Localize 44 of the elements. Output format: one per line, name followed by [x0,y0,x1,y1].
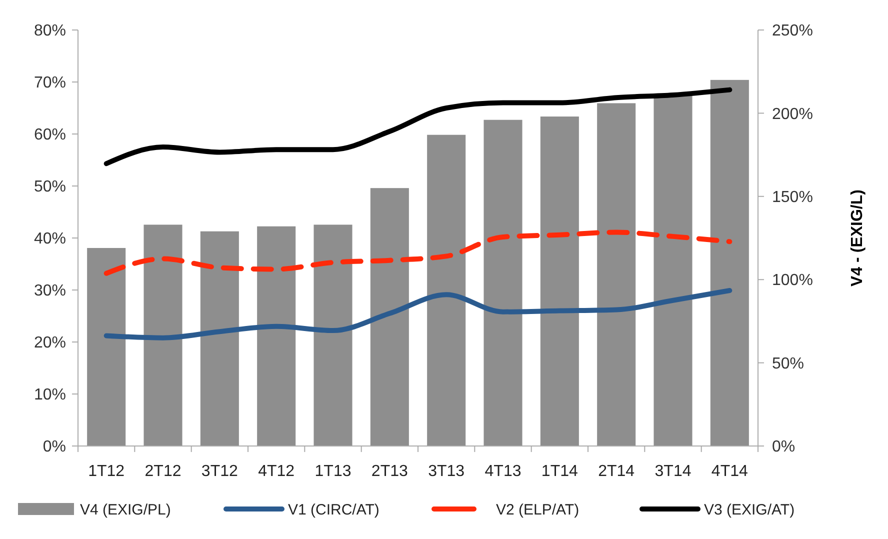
legend-label: V1 (CIRC/AT) [288,501,380,518]
x-tick-label: 4T13 [484,463,522,480]
y2-tick-label: 200% [772,106,813,123]
bar [484,120,522,446]
y-tick-label: 60% [34,126,66,144]
y-tick-label: 20% [34,334,66,352]
bar [144,224,182,446]
y-tick-label: 10% [34,386,66,404]
x-tick-label: 4T12 [258,463,295,480]
bar [710,80,749,446]
bar [597,103,636,446]
y2-tick-label: 50% [772,355,804,372]
bar [314,224,352,446]
bar [257,226,296,446]
y-tick-label: 40% [34,230,66,248]
bar [540,116,579,446]
legend-label: V4 (EXIG/PL) [80,501,171,518]
y2-tick-label: 250% [772,22,813,40]
x-tick-label: 3T12 [201,463,238,480]
legend-label: V3 (EXIG/AT) [704,501,795,518]
legend-label: V2 (ELP/AT) [496,501,580,518]
y2-tick-label: 150% [772,189,813,206]
bar [200,231,239,446]
x-tick-label: 1T13 [314,463,352,480]
x-tick-label: 3T13 [428,463,465,480]
x-tick-label: 2T14 [598,463,635,480]
x-tick-label: 4T14 [711,463,748,480]
x-tick-label: 1T12 [88,463,125,480]
bar [370,188,409,446]
y-tick-label: 80% [34,22,66,40]
y-tick-label: 50% [34,178,66,196]
bar [87,248,126,446]
y2-tick-label: 0% [772,438,796,456]
y2-tick-label: 100% [772,272,813,290]
bar [654,94,692,446]
x-tick-label: 3T14 [654,463,692,480]
x-tick-label: 2T13 [371,463,408,480]
bar [427,134,466,446]
y-tick-label: 30% [34,282,66,300]
x-tick-label: 1T14 [541,463,578,480]
y-tick-label: 0% [42,438,66,456]
y-tick-label: 70% [34,74,66,92]
x-tick-label: 2T12 [144,463,182,480]
y2-axis-title: V4 - (EXIG/L) [849,190,866,286]
